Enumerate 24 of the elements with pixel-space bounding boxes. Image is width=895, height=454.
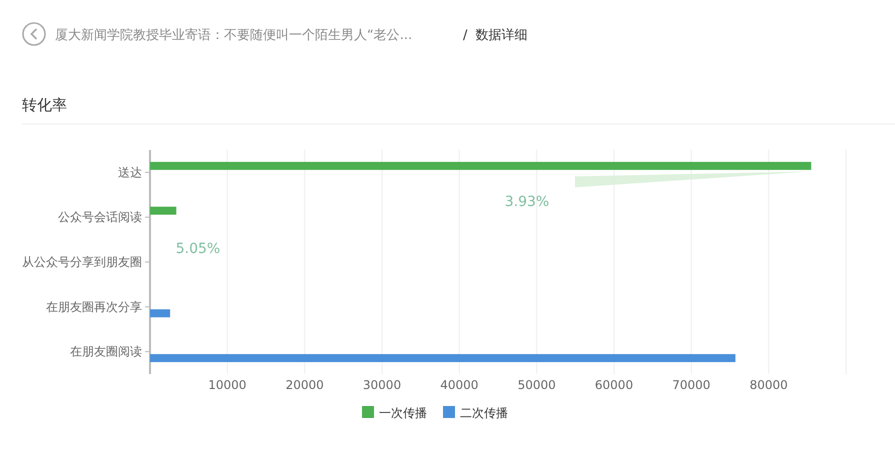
y-tick-label: 在朋友圈阅读 [70, 344, 142, 359]
x-tick-label: 30000 [362, 378, 402, 392]
bar [150, 206, 176, 215]
bar [150, 354, 736, 362]
y-tick-label: 从公众号分享到朋友圈 [22, 255, 142, 269]
x-tick-label: 10000 [208, 378, 246, 392]
legend-label: 二次传播 [460, 406, 508, 420]
chart-subtitle: 转化率 [22, 96, 67, 114]
y-tick-label: 在朋友圈再次分享 [46, 300, 142, 314]
annotation: 3.93% [504, 194, 550, 210]
x-tick-label: 20000 [286, 378, 324, 392]
annotation: 5.05% [176, 241, 220, 257]
x-tick-label: 60000 [594, 378, 634, 392]
x-tick-label: 80000 [750, 378, 788, 392]
y-tick-label: 送达 [118, 165, 142, 180]
legend-label: 一次传播 [379, 406, 427, 420]
chart-title: 厦大新闻学院教授毕业寄语：不要随便叫一个陌生男人“老公... [55, 27, 412, 43]
x-tick-label: 50000 [518, 378, 556, 392]
x-tick-label: 70000 [672, 378, 710, 392]
bar [150, 162, 812, 170]
y-tick-label: 公众号会话阅读 [58, 210, 142, 224]
bar [150, 309, 170, 318]
x-tick-label: 40000 [440, 378, 478, 392]
text: / 数据详细 [463, 28, 528, 43]
